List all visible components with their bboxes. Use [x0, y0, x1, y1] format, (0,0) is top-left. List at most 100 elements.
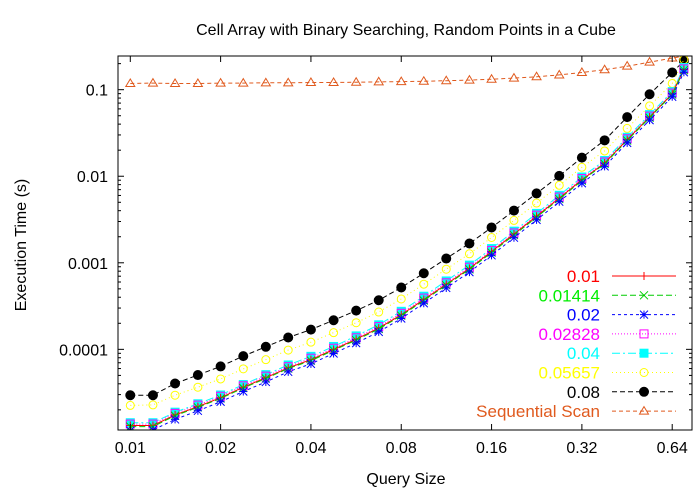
series-sequential-scan [124, 56, 690, 87]
data-point [486, 222, 497, 233]
x-axis: 0.01 0.02 0.04 0.08 0.16 0.32 0.64 [115, 56, 688, 457]
series-0-08 [125, 56, 689, 401]
data-point [305, 77, 317, 87]
data-point [374, 327, 384, 337]
data-point [125, 390, 136, 401]
data-point [419, 279, 429, 289]
data-point [396, 314, 406, 323]
data-point [350, 76, 362, 86]
data-point [238, 387, 248, 396]
legend-marker [639, 368, 649, 377]
data-point [531, 71, 542, 81]
data-point [508, 72, 520, 82]
y-tick-label: 0.1 [86, 83, 108, 100]
data-point [487, 250, 496, 260]
x-tick-label: 0.01 [115, 440, 146, 457]
y-tick-label: 0.0001 [59, 342, 108, 359]
data-point [396, 282, 407, 293]
data-point [124, 77, 136, 87]
data-point [622, 112, 633, 123]
data-point [577, 178, 587, 188]
data-point [373, 295, 384, 306]
data-point [599, 64, 611, 74]
data-point [576, 152, 587, 163]
x-tick-label: 0.64 [657, 440, 688, 457]
x-tick-label: 0.04 [295, 440, 326, 457]
y-tick-label: 0.001 [68, 256, 108, 273]
data-point [553, 69, 565, 79]
plot-area [124, 56, 690, 430]
data-point [419, 298, 429, 308]
series-line [130, 56, 684, 84]
data-point [328, 315, 339, 326]
data-point [487, 232, 497, 242]
data-point [374, 307, 384, 317]
series-line [130, 68, 685, 425]
series-layer [124, 56, 690, 430]
data-point [621, 60, 633, 70]
chart-title: Cell Array with Binary Searching, Random… [196, 22, 616, 39]
plot-frame [117, 55, 693, 431]
legend-label: 0.05657 [539, 364, 600, 383]
data-point [418, 268, 429, 279]
data-point [283, 332, 294, 343]
data-point [192, 370, 203, 381]
data-point [170, 390, 180, 400]
data-point [169, 77, 181, 87]
legend-marker [638, 405, 650, 415]
data-point [282, 77, 294, 87]
series-line [130, 60, 685, 396]
data-point [600, 146, 610, 156]
series-0-04 [125, 63, 689, 428]
legend-marker [639, 290, 649, 300]
data-point [554, 180, 564, 190]
data-point [486, 73, 497, 83]
x-tick-label: 0.16 [476, 440, 507, 457]
data-point [645, 115, 654, 125]
data-point [148, 400, 158, 410]
y-tick-label: 0.01 [77, 169, 108, 186]
data-point [644, 56, 655, 66]
data-point [193, 406, 203, 416]
data-point [600, 162, 609, 171]
x-tick-label: 0.02 [205, 440, 236, 457]
data-point [577, 162, 587, 172]
data-point [532, 198, 542, 208]
series-0-01 [126, 65, 688, 430]
data-point [283, 345, 293, 355]
data-point [440, 75, 452, 85]
data-point [237, 77, 249, 87]
legend-label: 0.04 [567, 344, 600, 363]
data-point [508, 205, 519, 216]
data-point [464, 74, 475, 84]
data-point [373, 76, 385, 86]
legend-marker [639, 329, 649, 339]
legend: 0.010.014140.020.028280.040.056570.08Seq… [476, 267, 676, 421]
data-point [260, 77, 272, 87]
data-point [329, 328, 339, 338]
series-0-02 [125, 67, 689, 430]
data-point [667, 92, 677, 102]
legend-marker [639, 386, 649, 397]
data-point [260, 341, 271, 352]
data-point [554, 197, 564, 207]
series-line [130, 69, 685, 428]
data-point [509, 215, 519, 225]
data-point [395, 76, 407, 86]
data-point [396, 294, 406, 304]
series-0-05657 [125, 56, 689, 410]
legend-marker [640, 272, 648, 280]
legend-label: 0.01414 [539, 286, 600, 305]
data-point [238, 364, 248, 374]
data-point [679, 67, 689, 77]
series-line [134, 72, 685, 430]
data-point [667, 67, 678, 78]
data-point [147, 77, 159, 87]
data-point [599, 135, 610, 146]
data-point [193, 382, 203, 392]
legend-label: 0.01 [567, 267, 600, 286]
data-point [622, 123, 632, 133]
data-point [215, 361, 226, 372]
data-point [305, 324, 316, 335]
